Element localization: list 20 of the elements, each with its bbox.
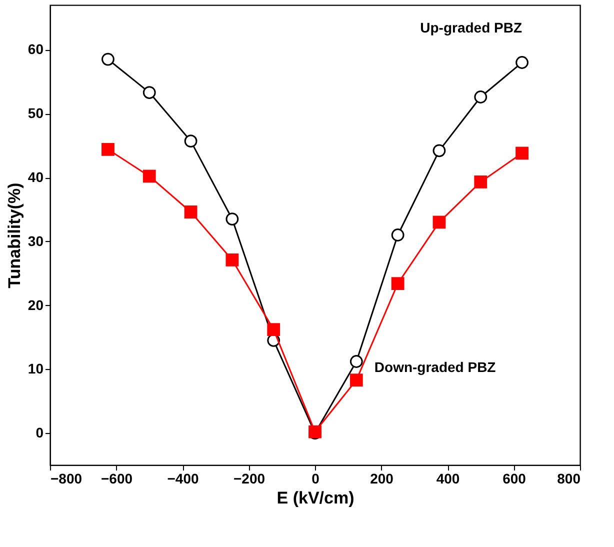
y-tick-label: 0 — [36, 424, 44, 441]
series-label: Up-graded PBZ — [420, 20, 522, 36]
x-axis-title: E (kV/cm) — [276, 488, 354, 508]
y-tick-label: 60 — [28, 41, 44, 58]
x-tick-label: −800 — [50, 470, 82, 486]
x-tick-label: 600 — [502, 470, 526, 486]
x-tick-label: 800 — [557, 470, 581, 486]
y-axis-title: Tunability(%) — [4, 182, 24, 288]
y-tick-label: 10 — [28, 360, 44, 377]
x-tick-label: 400 — [436, 470, 460, 486]
y-tick-label: 50 — [28, 105, 44, 122]
x-tick-label: 0 — [312, 470, 320, 486]
y-tick-label: 30 — [28, 232, 44, 249]
series-label: Down-graded PBZ — [374, 359, 496, 376]
y-tick-label: 20 — [28, 296, 44, 313]
x-tick-label: −400 — [167, 470, 199, 486]
x-tick-label: −600 — [100, 470, 133, 486]
x-tick-label: −200 — [233, 470, 266, 486]
y-tick-label: 40 — [28, 169, 44, 185]
x-tick-label: 200 — [370, 470, 394, 486]
